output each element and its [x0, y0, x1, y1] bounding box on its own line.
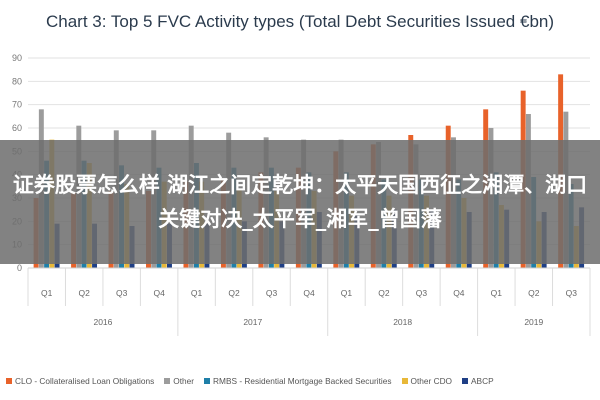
x-tick-label: Q4: [153, 288, 165, 298]
x-tick-label: Q3: [566, 288, 578, 298]
legend-label: CLO - Collateralised Loan Obligations: [15, 376, 155, 386]
y-tick-label: 80: [12, 76, 22, 86]
x-tick-label: Q3: [266, 288, 278, 298]
legend-item: RMBS - Residential Mortgage Backed Secur…: [204, 376, 392, 386]
legend-label: RMBS - Residential Mortgage Backed Secur…: [213, 376, 392, 386]
legend-label: Other: [173, 376, 195, 386]
y-tick-label: 0: [17, 263, 22, 273]
legend-swatch: [401, 378, 408, 384]
year-label: 2016: [93, 317, 112, 327]
legend-swatch: [6, 378, 12, 384]
legend-swatch: [164, 378, 171, 384]
x-tick-label: Q4: [453, 288, 465, 298]
legend-swatch: [462, 378, 469, 384]
legend-swatch: [204, 378, 211, 384]
chart-title: Chart 3: Top 5 FVC Activity types (Total…: [45, 12, 555, 31]
chart-legend: CLO - Collateralised Loan Obligations Oth…: [6, 376, 596, 386]
legend-item: Other CDO: [401, 376, 453, 386]
x-tick-label: Q2: [79, 288, 91, 298]
x-tick-label: Q2: [528, 288, 540, 298]
legend-label: Other CDO: [410, 376, 453, 386]
legend-item: CLO - Collateralised Loan Obligations: [6, 376, 154, 386]
year-label: 2018: [393, 317, 412, 327]
legend-item: Other: [164, 376, 194, 386]
y-tick-label: 90: [12, 53, 22, 63]
legend-label: ABCP: [471, 376, 494, 386]
x-tick-label: Q3: [116, 288, 128, 298]
x-tick-label: Q2: [228, 288, 240, 298]
legend-item: ABCP: [462, 376, 494, 386]
x-tick-label: Q2: [378, 288, 390, 298]
y-tick-label: 60: [12, 123, 22, 133]
year-label: 2017: [243, 317, 262, 327]
x-tick-label: Q1: [341, 288, 353, 298]
x-tick-label: Q1: [41, 288, 53, 298]
y-tick-label: 70: [12, 100, 22, 110]
x-tick-label: Q4: [303, 288, 315, 298]
year-label: 2019: [524, 317, 543, 327]
overlay-banner: 证券股票怎么样 湖江之间定乾坤：太平天国西征之湘潭、湖口关键对决_太平军_湘军_…: [0, 140, 600, 264]
x-tick-label: Q3: [416, 288, 428, 298]
x-tick-label: Q1: [491, 288, 503, 298]
overlay-banner-text: 证券股票怎么样 湖江之间定乾坤：太平天国西征之湘潭、湖口关键对决_太平军_湘军_…: [12, 173, 588, 231]
x-tick-label: Q1: [191, 288, 203, 298]
